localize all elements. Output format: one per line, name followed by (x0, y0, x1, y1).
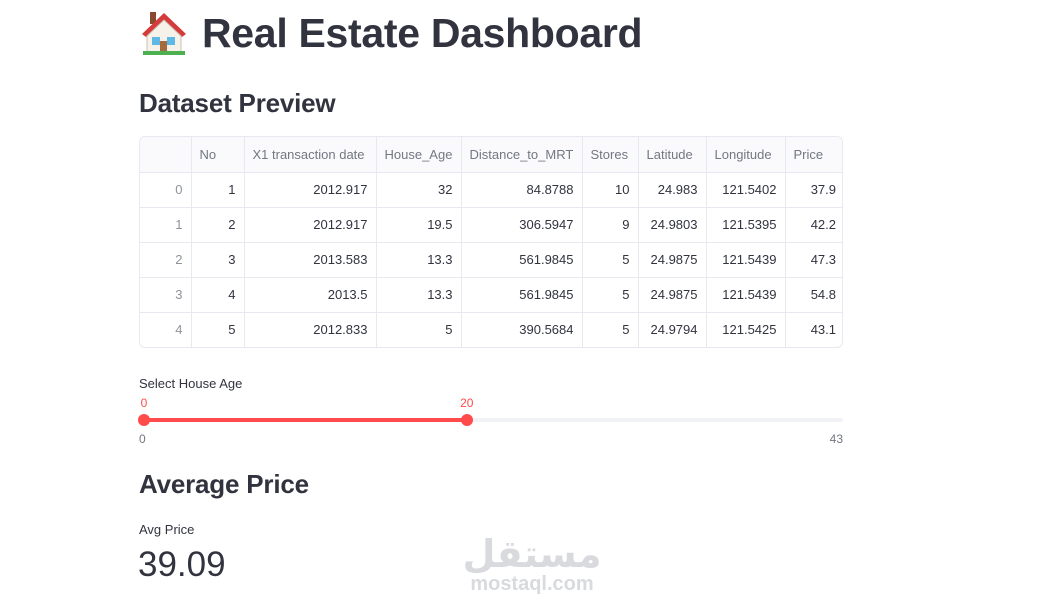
house-icon (142, 12, 186, 55)
table-cell[interactable]: 2013.5 (244, 277, 377, 313)
slider-track[interactable] (144, 418, 843, 422)
table-cell[interactable]: 24.9875 (638, 242, 707, 278)
table-cell[interactable]: 2 (191, 207, 245, 243)
watermark-arabic: مستقل (462, 532, 602, 576)
table-cell[interactable]: 121.5439 (706, 277, 786, 313)
table-cell[interactable]: 2012.917 (244, 172, 377, 208)
table-cell[interactable]: 2012.833 (244, 312, 377, 347)
table-cell[interactable]: 5 (582, 312, 639, 347)
column-header[interactable]: X1 transaction date (244, 137, 377, 173)
table-cell[interactable]: 42.2 (785, 207, 842, 243)
table-cell[interactable]: 84.8788 (461, 172, 583, 208)
slider-max-label: 43 (829, 432, 843, 446)
table-cell[interactable]: 121.5439 (706, 242, 786, 278)
table-row[interactable]: 2 3 2013.583 13.3 561.9845 5 24.9875 121.5439 47… (140, 242, 842, 278)
table-cell[interactable]: 2013.583 (244, 242, 377, 278)
table-cell[interactable]: 3 (191, 242, 245, 278)
column-header[interactable]: Distance_to_MRT (461, 137, 583, 173)
row-index-cell[interactable]: 2 (140, 242, 192, 278)
page-title: Real Estate Dashboard (140, 8, 643, 58)
row-index-cell[interactable]: 0 (140, 172, 192, 208)
table-cell[interactable]: 32 (376, 172, 462, 208)
table-cell[interactable]: 306.5947 (461, 207, 583, 243)
slider-high-thumb[interactable] (460, 414, 473, 426)
table-cell[interactable]: 5 (582, 242, 639, 278)
table-cell[interactable]: 561.9845 (461, 277, 583, 313)
title-text: Real Estate Dashboard (202, 9, 643, 56)
slider-high-value: 20 (460, 396, 474, 410)
row-index-cell[interactable]: 1 (140, 207, 192, 243)
average-price-heading: Average Price (139, 469, 309, 499)
column-header[interactable]: Longitude (706, 137, 786, 173)
table-cell[interactable]: 390.5684 (461, 312, 583, 347)
table-cell[interactable]: 121.5425 (706, 312, 786, 347)
house-age-slider-label: Select House Age (139, 376, 243, 391)
index-column-header[interactable] (140, 137, 192, 173)
table-cell[interactable]: 24.9875 (638, 277, 707, 313)
table-cell[interactable]: 13.3 (376, 277, 462, 313)
table-cell[interactable]: 2012.917 (244, 207, 377, 243)
table-cell[interactable]: 121.5402 (706, 172, 786, 208)
table-cell[interactable]: 24.983 (638, 172, 707, 208)
house-age-range-slider[interactable]: 0 20 0 43 (138, 395, 843, 446)
table-cell[interactable]: 47.3 (785, 242, 842, 278)
slider-low-thumb[interactable] (138, 414, 150, 426)
slider-low-value: 0 (140, 396, 148, 410)
column-header[interactable]: Latitude (638, 137, 707, 173)
table-cell[interactable]: 561.9845 (461, 242, 583, 278)
table-cell[interactable]: 37.9 (785, 172, 842, 208)
table-cell[interactable]: 1 (191, 172, 245, 208)
table-row[interactable]: 1 2 2012.917 19.5 306.5947 9 24.9803 121.5395 42… (140, 207, 842, 243)
table-row[interactable]: 3 4 2013.5 13.3 561.9845 5 24.9875 121.5439 54.8 (140, 277, 842, 313)
column-header[interactable]: No (191, 137, 245, 173)
table-cell[interactable]: 54.8 (785, 277, 842, 313)
table-row[interactable]: 0 1 2012.917 32 84.8788 10 24.983 121.5402 37.9 (140, 172, 842, 208)
table-cell[interactable]: 43.1 (810, 322, 836, 338)
slider-fill (144, 418, 467, 422)
table-cell[interactable]: 5 (582, 277, 639, 313)
column-header[interactable]: Price (785, 137, 842, 173)
avg-price-metric-value: 39.09 (138, 545, 226, 584)
column-header[interactable]: House_Age (376, 137, 462, 173)
table-cell[interactable]: 9 (582, 207, 639, 243)
table-cell[interactable]: 121.5395 (706, 207, 786, 243)
column-header[interactable]: Stores (582, 137, 639, 173)
row-index-cell[interactable]: 4 (140, 312, 192, 347)
table-cell[interactable]: 13.3 (376, 242, 462, 278)
dataset-preview-heading: Dataset Preview (139, 88, 336, 118)
table-cell[interactable]: 10 (582, 172, 639, 208)
table-cell[interactable]: 24.9794 (638, 312, 707, 347)
table-cell[interactable]: 5 (191, 312, 245, 347)
table-row[interactable]: 4 5 2012.833 5 390.5684 5 24.9794 121.5425 43.1 (140, 312, 842, 347)
table-cell[interactable]: 24.9803 (638, 207, 707, 243)
row-index-cell[interactable]: 3 (140, 277, 192, 313)
table-header: No X1 transaction date House_Age Distance_t… (140, 137, 842, 173)
table-cell[interactable]: 5 (376, 312, 462, 347)
dataset-preview-table[interactable]: No X1 transaction date House_Age Distance_t… (139, 136, 843, 348)
avg-price-metric-label: Avg Price (139, 522, 195, 537)
slider-min-label: 0 (139, 432, 146, 446)
table-cell[interactable]: 4 (191, 277, 245, 313)
table-cell[interactable]: 19.5 (376, 207, 462, 243)
watermark-latin: mostaql.com (470, 573, 594, 595)
watermark-logo: مستقل mostaql.com (462, 534, 602, 594)
